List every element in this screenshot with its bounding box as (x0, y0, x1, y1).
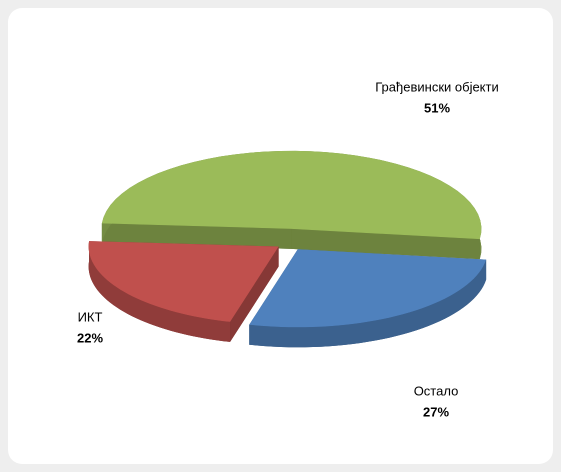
slice-side (249, 259, 487, 348)
value-label: 27% (423, 404, 449, 419)
value-label: 51% (424, 100, 450, 115)
slice-side (88, 241, 231, 342)
slice (101, 150, 482, 260)
slice-edge (291, 228, 480, 260)
slice (88, 241, 279, 342)
category-label: Остало (414, 383, 459, 398)
slice-top (249, 249, 487, 328)
slice-edge (230, 246, 279, 342)
category-label: Грађевински објекти (375, 79, 498, 94)
slice-top (101, 150, 482, 240)
slice-top (88, 241, 279, 322)
category-label: ИКТ (78, 309, 103, 324)
value-label: 22% (77, 330, 103, 345)
slice-edge (101, 223, 292, 249)
slice (249, 249, 487, 348)
